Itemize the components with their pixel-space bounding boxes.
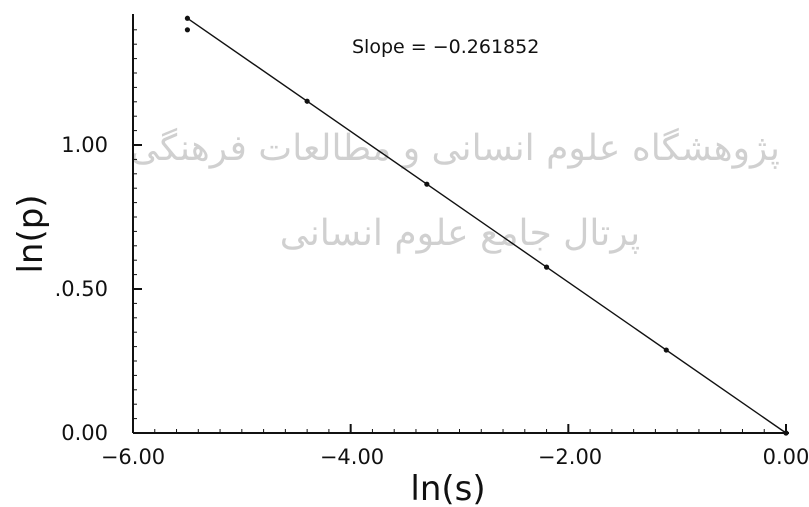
watermark: پژوهشگاه علوم انسانی و مطالعات فرهنگی پر…: [130, 127, 780, 254]
watermark-line-1: پژوهشگاه علوم انسانی و مطالعات فرهنگی: [130, 127, 780, 169]
data-point: [184, 27, 191, 33]
major-ticks: [132, 144, 787, 434]
data-point: [783, 430, 789, 436]
data-point: [184, 15, 191, 21]
data-point: [663, 347, 669, 353]
y-tick-label: .0.50: [55, 277, 108, 301]
watermark-line-2: پرتال جامع علوم انسانی: [280, 213, 640, 254]
data-point: [424, 181, 430, 187]
y-axis-title: ln(p): [11, 194, 51, 273]
x-tick-label: −4.00: [320, 445, 384, 469]
x-tick-label: −6.00: [101, 445, 165, 469]
y-tick-label: 1.00: [61, 133, 108, 157]
data-point: [304, 98, 310, 104]
slope-annotation: Slope = −0.261852: [352, 36, 539, 58]
fit-line: [187, 17, 787, 434]
x-tick-label: 0.00: [763, 445, 809, 469]
fit-line-group: [187, 17, 787, 434]
x-axis-title: ln(s): [410, 469, 485, 507]
x-tick-label: −2.00: [538, 445, 602, 469]
data-point: [543, 264, 550, 270]
y-tick-label: 0.00: [61, 421, 108, 445]
data-points: [184, 15, 789, 436]
